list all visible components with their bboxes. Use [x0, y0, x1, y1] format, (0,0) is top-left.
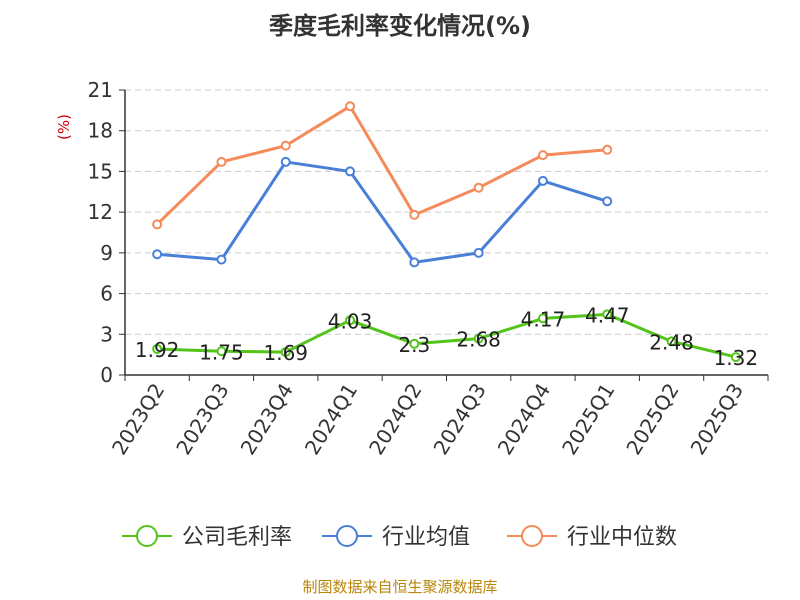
y-tick-label: 3: [100, 322, 113, 346]
x-tick-label: 2023Q3: [171, 379, 233, 459]
x-tick-label: 2023Q2: [107, 379, 169, 459]
data-point[interactable]: [280, 156, 291, 167]
data-point[interactable]: [666, 336, 677, 347]
data-label: 1.75: [199, 340, 244, 364]
legend-item[interactable]: 公司毛利率: [122, 525, 292, 550]
data-point[interactable]: [152, 343, 163, 354]
y-tick-label: 9: [100, 241, 113, 265]
data-label: 4.47: [585, 303, 630, 327]
data-point[interactable]: [216, 346, 227, 357]
legend-item[interactable]: 行业中位数: [507, 525, 677, 550]
legend-marker: [136, 525, 158, 547]
y-tick-label: 21: [88, 78, 113, 102]
data-point[interactable]: [280, 140, 291, 151]
x-tick-label: 2024Q2: [364, 379, 426, 459]
data-point[interactable]: [473, 182, 484, 193]
data-point[interactable]: [409, 338, 420, 349]
data-label: 1.92: [135, 338, 180, 362]
data-point[interactable]: [730, 352, 741, 363]
data-point[interactable]: [345, 101, 356, 112]
data-label: 2.68: [456, 328, 501, 352]
data-point[interactable]: [537, 150, 548, 161]
data-point[interactable]: [473, 333, 484, 344]
data-label: 4.03: [328, 309, 373, 333]
legend-marker: [521, 525, 543, 547]
data-point[interactable]: [216, 254, 227, 265]
data-label: 1.32: [714, 346, 759, 370]
data-point[interactable]: [152, 219, 163, 230]
data-point[interactable]: [216, 156, 227, 167]
x-tick-label: 2025Q1: [557, 379, 619, 459]
data-point[interactable]: [152, 249, 163, 260]
legend[interactable]: 公司毛利率 行业均值 行业中位数: [122, 525, 677, 550]
source-note: 制图数据来自恒生聚源数据库: [302, 578, 497, 596]
x-tick-label: 2024Q4: [493, 379, 555, 459]
legend-marker: [336, 525, 358, 547]
data-label: 2.3: [398, 333, 430, 357]
grid-lines: [125, 89, 768, 335]
data-labels: 1.92 1.75 1.69 4.03 2.3 2.68 4.17 4.47 2.48 1.32: [135, 303, 758, 370]
y-tick-label: 15: [88, 159, 113, 183]
data-label: 1.69: [263, 341, 308, 365]
x-tick-label: 2025Q2: [621, 379, 683, 459]
y-tick-label: 18: [88, 119, 113, 143]
y-tick-label: 6: [100, 282, 113, 306]
data-point[interactable]: [537, 313, 548, 324]
data-point[interactable]: [409, 257, 420, 268]
data-point[interactable]: [280, 347, 291, 358]
legend-label: 公司毛利率: [182, 525, 292, 550]
chart-title: 季度毛利率变化情况(%): [269, 12, 531, 40]
legend-label: 行业均值: [382, 525, 470, 550]
data-point[interactable]: [537, 175, 548, 186]
data-point[interactable]: [602, 196, 613, 207]
data-point[interactable]: [602, 309, 613, 320]
data-point[interactable]: [345, 166, 356, 177]
x-tick-label: 2024Q1: [300, 379, 362, 459]
data-label: 4.17: [521, 307, 566, 331]
legend-label: 行业中位数: [567, 525, 677, 550]
series-line: [157, 312, 737, 359]
x-tick-label: 2025Q3: [686, 379, 748, 459]
data-point[interactable]: [345, 315, 356, 326]
data-point[interactable]: [473, 247, 484, 258]
y-tick-label: 12: [88, 200, 113, 224]
data-label: 2.48: [649, 330, 694, 354]
y-tick-label: 0: [100, 363, 113, 387]
legend-item[interactable]: 行业均值: [322, 525, 470, 550]
x-tick-label: 2024Q3: [428, 379, 490, 459]
y-axis-unit: (%): [55, 114, 73, 140]
data-point[interactable]: [409, 209, 420, 220]
data-point[interactable]: [602, 144, 613, 155]
series-line: [157, 160, 608, 264]
series-line: [156, 104, 608, 226]
x-tick-label: 2023Q4: [236, 379, 298, 459]
series-group: [152, 101, 741, 363]
